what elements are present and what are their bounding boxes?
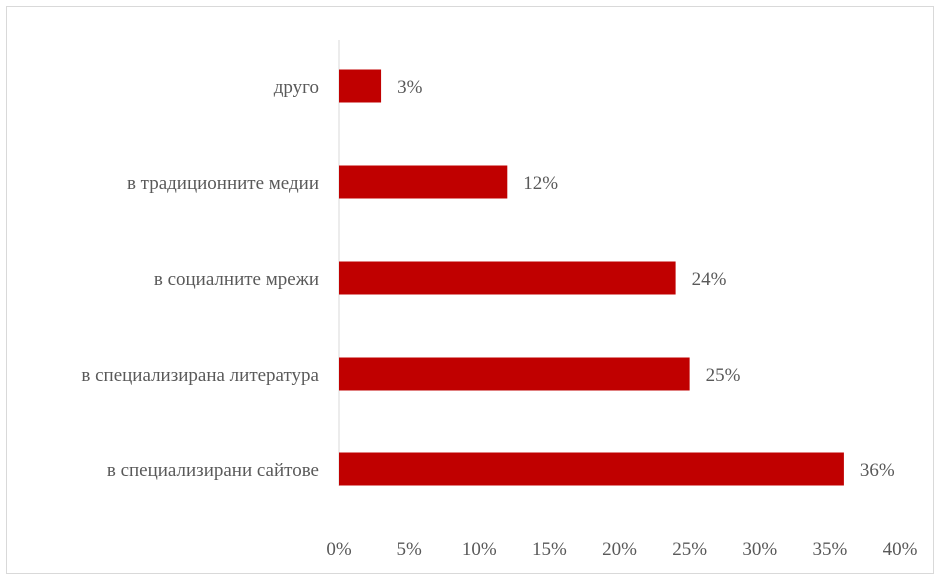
bar-1 [339, 165, 508, 199]
x-tick-label-6: 30% [742, 539, 777, 560]
x-tick-label-3: 15% [532, 539, 567, 560]
x-axis-tick-labels: 0% 5% 10% 15% 20% 25% 30% 35% 40% [326, 539, 917, 560]
x-tick-label-1: 5% [396, 539, 422, 560]
bar-2 [339, 261, 676, 295]
category-label-2: в социалните мрежи [154, 269, 319, 290]
data-label-2: 24% [692, 269, 727, 290]
data-label-4: 36% [860, 460, 895, 481]
category-label-1: в традиционните медии [127, 173, 319, 194]
data-labels: 3% 12% 24% 25% 36% [397, 77, 895, 481]
category-label-0: друго [274, 77, 319, 98]
data-label-3: 25% [706, 365, 741, 386]
x-tick-label-0: 0% [326, 539, 352, 560]
category-label-3: в специализирана литература [81, 365, 319, 386]
data-label-0: 3% [397, 77, 423, 98]
x-tick-label-8: 40% [883, 539, 918, 560]
x-tick-label-5: 25% [672, 539, 707, 560]
x-tick-label-2: 10% [462, 539, 497, 560]
bar-0 [339, 69, 382, 103]
bar-4 [339, 452, 844, 486]
x-tick-label-4: 20% [602, 539, 637, 560]
bars-group [339, 69, 844, 486]
data-label-1: 12% [523, 173, 558, 194]
category-labels: друго в традиционните медии в социалните м… [81, 77, 319, 481]
x-tick-label-7: 35% [812, 539, 847, 560]
bar-3 [339, 357, 690, 391]
category-label-4: в специализирани сайтове [107, 460, 319, 481]
